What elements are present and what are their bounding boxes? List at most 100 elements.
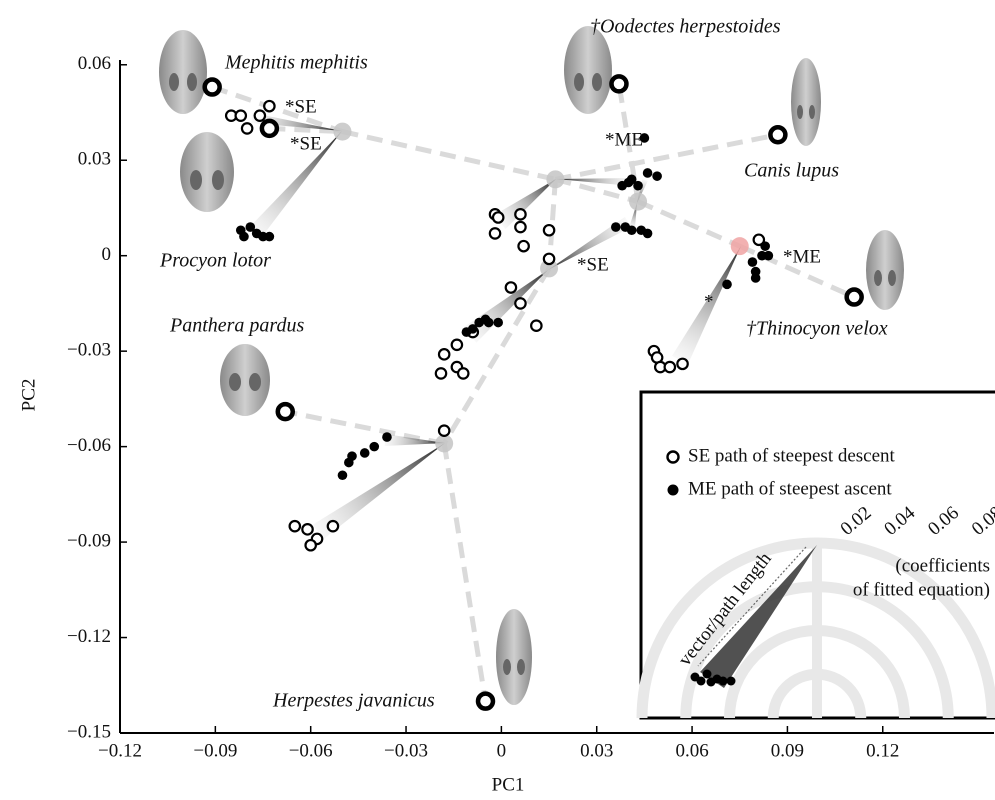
vector-fan: [247, 131, 342, 240]
y-tick-label: −0.09: [67, 530, 111, 551]
inset: vector/path length (coefficients of fitt…: [636, 390, 995, 720]
se-point: [288, 519, 302, 533]
ancestor-node: [333, 122, 352, 141]
legend-marker: [667, 484, 679, 496]
se-point: [676, 357, 689, 371]
se-point: [514, 297, 527, 310]
se-point: [253, 109, 267, 122]
species-label: Mephitis mephitis: [224, 52, 368, 74]
me-point: [382, 432, 392, 442]
me-point: [722, 279, 732, 290]
se-point: [437, 348, 451, 361]
me-point: [264, 231, 275, 242]
species-label: Panthera pardus: [169, 315, 304, 337]
me-point: [483, 317, 494, 328]
x-axis-label: PC1: [492, 774, 525, 795]
inset-note: (coefficients: [895, 555, 990, 576]
species-tip: [475, 691, 496, 711]
se-point: [542, 252, 556, 266]
se-point: [491, 211, 505, 224]
species-tip: [259, 118, 280, 139]
me-point: [347, 451, 357, 461]
tree-edge: [738, 243, 856, 300]
y-tick-label: 0.06: [78, 53, 111, 74]
x-tick-label: −0.06: [289, 740, 333, 761]
inset-note: of fitted equation): [853, 579, 990, 600]
se-point: [663, 360, 677, 374]
y-tick-label: −0.06: [67, 435, 111, 456]
y-axis-label: PC2: [18, 379, 39, 412]
annotation: *SE: [577, 254, 609, 275]
me-point: [633, 180, 643, 191]
se-point: [326, 519, 340, 533]
tree-edge: [554, 176, 639, 205]
se-point: [488, 227, 502, 240]
me-point: [610, 222, 621, 232]
tree-edge: [284, 409, 445, 446]
se-point: [304, 538, 317, 552]
skull-icons: [159, 26, 904, 705]
x-tick-label: 0.06: [675, 740, 708, 761]
inset-vector: [700, 545, 817, 688]
species-label: Herpestes javanicus: [272, 690, 435, 712]
annotation: *SE: [290, 133, 322, 154]
species-tip: [275, 401, 296, 422]
se-point: [514, 208, 527, 221]
x-tick-label: 0.03: [580, 740, 613, 761]
species-label: Canis lupus: [744, 160, 839, 182]
legend-label: SE path of steepest descent: [688, 445, 896, 466]
species-label: †Oodectes herpestoides: [590, 16, 781, 38]
me-point: [760, 241, 770, 251]
ancestor-node: [730, 237, 749, 256]
se-point: [456, 367, 470, 380]
se-point: [542, 223, 556, 237]
legend-label: ME path of steepest ascent: [688, 478, 892, 499]
y-tick-label: 0.03: [78, 149, 111, 170]
me-point: [763, 250, 774, 261]
se-point: [437, 424, 451, 438]
se-point: [450, 338, 464, 352]
me-point: [652, 171, 662, 181]
species-tip: [202, 77, 222, 97]
me-point: [467, 324, 478, 334]
ancestor-node: [540, 259, 559, 278]
x-tick-label: −0.03: [384, 740, 428, 761]
annotation: *SE: [285, 96, 317, 117]
se-point: [530, 319, 543, 332]
me-point: [639, 133, 650, 143]
vector-fan: [548, 216, 632, 270]
x-tick-label: 0.09: [771, 740, 804, 761]
vector-fan: [672, 246, 741, 365]
me-point: [369, 441, 380, 452]
tree-edge: [341, 129, 556, 182]
vector-fan: [312, 443, 445, 540]
species-tip: [844, 287, 864, 307]
se-point: [514, 220, 527, 234]
plot-area: −0.12 −0.09 −0.06 −0.03 0 0.03 0.06 0.09 0.12 −0.…: [67, 53, 994, 761]
se-point: [504, 281, 518, 294]
ancestor-node: [629, 192, 648, 211]
se-point: [434, 367, 448, 380]
x-tick-label: −0.09: [193, 740, 237, 761]
tree-edge: [269, 125, 343, 135]
inset-path-line: [697, 546, 807, 667]
tree-edge: [616, 83, 641, 202]
x-tick-label: 0: [497, 740, 507, 761]
ancestor-node: [435, 434, 454, 453]
annotation: *ME: [605, 129, 643, 150]
me-point: [493, 317, 504, 328]
tree-edge: [554, 132, 779, 182]
tree-edge: [637, 199, 741, 249]
x-tick-label: −0.12: [98, 740, 142, 761]
y-tick-label: −0.12: [67, 626, 111, 647]
me-point: [337, 470, 348, 481]
me-point: [626, 225, 637, 236]
me-point: [750, 273, 761, 283]
y-tick-label: 0: [102, 244, 112, 265]
ancestor-node: [546, 170, 565, 189]
se-point: [263, 99, 276, 113]
tree-edge: [442, 267, 552, 445]
tree-edge: [211, 84, 344, 134]
annotation: *ME: [783, 246, 821, 267]
